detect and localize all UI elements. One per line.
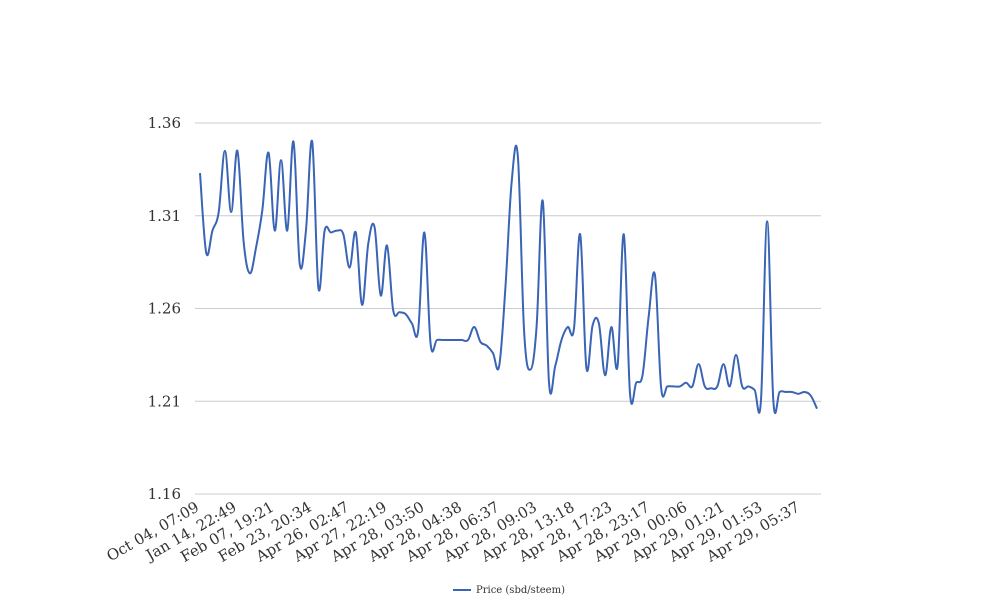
gridlines [195, 122, 821, 495]
y-tick-label: 1.26 [148, 300, 181, 318]
series-layer [199, 139, 818, 414]
y-axis-ticks: 1.16 1.21 1.26 1.31 1.36 [148, 114, 181, 503]
y-tick-label: 1.31 [148, 207, 181, 225]
y-tick-label: 1.16 [148, 485, 181, 503]
y-tick-label: 1.36 [148, 114, 181, 132]
legend: Price (sbd/steem) [453, 585, 565, 596]
y-tick-label: 1.21 [148, 392, 181, 410]
series-line-price [199, 139, 818, 414]
legend-label: Price (sbd/steem) [476, 585, 565, 596]
